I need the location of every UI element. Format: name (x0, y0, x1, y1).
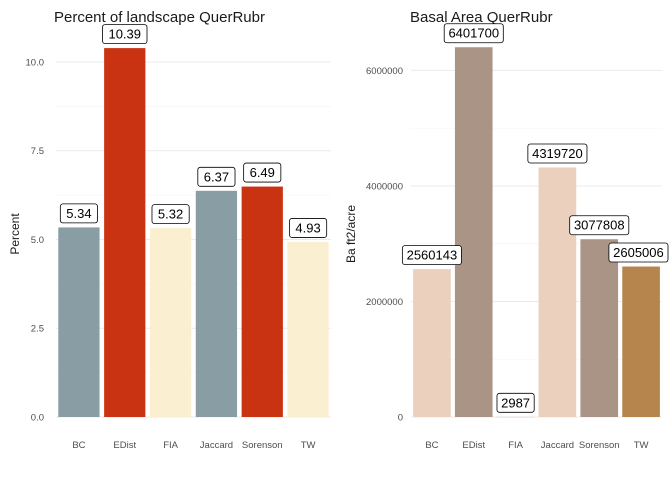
percent-bar-bc (58, 227, 100, 417)
percent-data-label-box (151, 204, 190, 225)
basal-area-data-label: 4319720 (527, 143, 588, 164)
basal-area-bar-jaccard (538, 167, 577, 417)
percent-x-tick-label: BC (72, 440, 85, 451)
percent-bars (58, 48, 329, 418)
basal-area-data-label: 2987 (496, 392, 535, 413)
basal-area-data-label-text: 6401700 (448, 26, 499, 41)
basal-area-x-tick-label: Jaccard (541, 440, 574, 451)
percent-x-tick-label: TW (301, 440, 316, 451)
percent-data-label: 5.32 (151, 204, 190, 225)
basal-area-bar-bc (413, 269, 451, 417)
basal-area-bar-sorenson (580, 239, 619, 417)
basal-area-y-axis-label: Ba ft2/acre (344, 205, 358, 263)
basal-area-y-tick-label: 0 (398, 413, 403, 424)
percent-data-label-box (59, 203, 98, 224)
percent-bar-edist (104, 48, 146, 418)
percent-data-label-box (243, 162, 282, 183)
basal-area-bars (413, 47, 660, 418)
percent-data-label-text: 5.32 (158, 207, 183, 222)
percent-x-ticks: BC EDist FIA Jaccard Sorenson TW (72, 440, 315, 451)
basal-area-data-label-text: 2560143 (407, 248, 458, 263)
percent-data-label-text: 6.37 (204, 169, 229, 184)
basal-area-data-label: 3077808 (569, 215, 630, 236)
percent-x-tick-label: EDist (113, 440, 136, 451)
percent-data-labels: 5.34 10.39 5.32 6.37 6.49 4.93 (59, 24, 328, 238)
percent-y-tick-label: 0.0 (31, 413, 44, 424)
percent-chart-panel: Percent of landscape QuerRubr Percent 0.… (8, 9, 331, 451)
percent-bar-fia (149, 228, 192, 417)
percent-data-label: 4.93 (289, 218, 328, 238)
basal-area-x-tick-label: BC (425, 440, 438, 451)
basal-area-data-label: 2605006 (608, 242, 669, 263)
percent-y-ticks: 0.0 2.5 5.0 7.5 10.0 (26, 57, 45, 423)
basal-area-bar-fia (496, 416, 535, 418)
percent-data-label-box (197, 166, 236, 187)
basal-area-data-label-text: 2987 (501, 395, 530, 410)
percent-data-label: 5.34 (59, 203, 98, 224)
percent-y-tick-label: 10.0 (26, 57, 45, 68)
basal-area-data-label: 2560143 (401, 245, 462, 266)
basal-area-bar-edist (454, 47, 493, 417)
percent-data-label-text: 6.49 (250, 165, 275, 180)
percent-data-label-box (102, 24, 148, 45)
percent-y-axis-label: Percent (8, 213, 22, 255)
percent-data-label-text: 10.39 (108, 27, 141, 42)
basal-area-data-label-box (527, 143, 588, 164)
percent-bar-sorenson (241, 186, 283, 417)
percent-data-label-text: 5.34 (66, 206, 91, 221)
percent-x-tick-label: Sorenson (242, 440, 283, 451)
basal-area-data-label-text: 3077808 (574, 218, 625, 233)
basal-area-x-tick-label: EDist (462, 440, 485, 451)
basal-area-data-label-box (443, 23, 504, 44)
percent-data-label: 6.37 (197, 166, 236, 187)
basal-area-data-labels: 2560143 6401700 2987 4319720 3077808 2605006 (401, 23, 669, 413)
basal-area-bar-tw (622, 266, 660, 417)
percent-data-label-text: 4.93 (295, 220, 320, 235)
percent-y-tick-label: 2.5 (31, 324, 44, 335)
basal-area-data-label-box (608, 242, 669, 263)
basal-area-chart-title: Basal Area QuerRubr (410, 9, 553, 26)
basal-area-y-tick-label: 2000000 (366, 297, 403, 308)
basal-area-data-label-text: 2605006 (613, 245, 664, 260)
basal-area-x-ticks: BC EDist FIA Jaccard Sorenson TW (425, 440, 648, 451)
basal-area-y-tick-label: 6000000 (366, 66, 403, 77)
percent-grid (56, 61, 331, 418)
percent-data-label: 6.49 (243, 162, 282, 183)
percent-bar-jaccard (195, 190, 238, 417)
percent-data-label-box (289, 218, 328, 238)
basal-area-data-label-box (569, 215, 630, 236)
basal-area-data-label-text: 4319720 (532, 146, 583, 161)
percent-bar-tw (287, 241, 329, 417)
percent-y-tick-label: 7.5 (31, 146, 44, 157)
percent-chart-title: Percent of landscape QuerRubr (54, 9, 265, 26)
basal-area-data-label-box (401, 245, 462, 266)
percent-data-label: 10.39 (102, 24, 148, 45)
percent-x-tick-label: Jaccard (200, 440, 233, 451)
basal-area-x-tick-label: Sorenson (579, 440, 620, 451)
percent-x-tick-label: FIA (163, 440, 178, 451)
basal-area-y-ticks: 0 2000000 4000000 6000000 (366, 66, 403, 424)
basal-area-data-label: 6401700 (443, 23, 504, 44)
basal-area-x-tick-label: TW (634, 440, 649, 451)
percent-y-tick-label: 5.0 (31, 235, 44, 246)
basal-area-data-label-box (496, 392, 535, 413)
basal-area-chart-panel: Basal Area QuerRubr Ba ft2/acre 0 2000000… (344, 9, 669, 451)
basal-area-y-tick-label: 4000000 (366, 181, 403, 192)
basal-area-x-tick-label: FIA (508, 440, 523, 451)
